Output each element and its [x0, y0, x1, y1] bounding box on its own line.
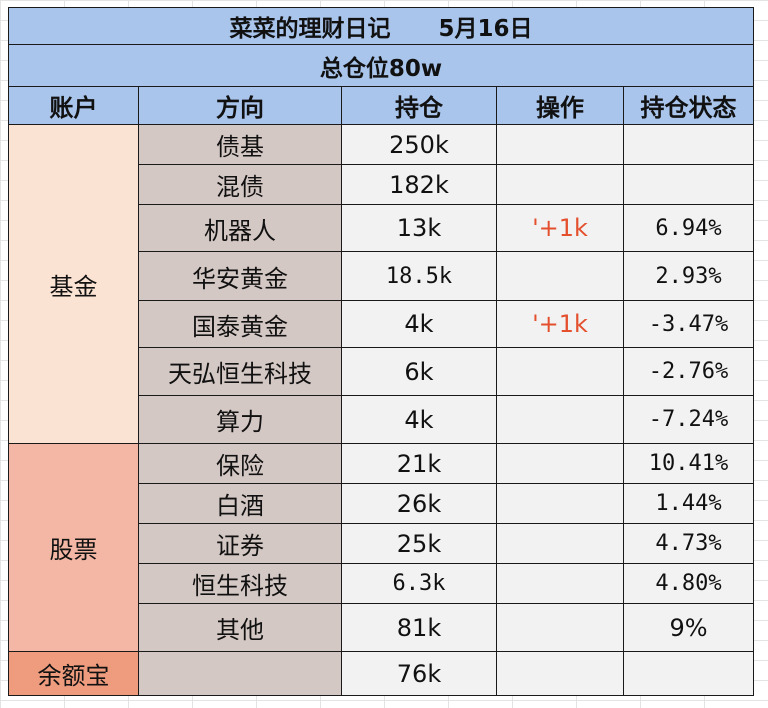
status-cell[interactable]: 6.94%	[622, 204, 755, 252]
holding-cell[interactable]: 21k	[341, 443, 497, 484]
direction-cell[interactable]: 恒生科技	[138, 563, 342, 604]
header-status[interactable]: 持仓状态	[622, 86, 755, 125]
table-row: 股票 保险 21k 10.41%	[8, 443, 755, 652]
direction-cell[interactable]: 机器人	[138, 204, 342, 252]
holding-cell[interactable]: 18.5k	[341, 251, 497, 301]
account-cell-fund[interactable]: 基金	[8, 124, 139, 444]
operation-cell[interactable]	[496, 483, 624, 524]
holding-cell[interactable]: 6.3k	[341, 563, 497, 604]
holding-cell[interactable]: 13k	[341, 204, 497, 252]
status-cell[interactable]: -3.47%	[622, 300, 755, 348]
table-row: 算力 4k -7.24%	[9, 395, 755, 444]
operation-cell[interactable]	[496, 164, 624, 205]
total-position-cell[interactable]: 总仓位80w	[7, 44, 755, 87]
operation-cell[interactable]	[496, 347, 624, 396]
diary-date: 5月16日	[438, 16, 533, 42]
table-row: 恒生科技 6.3k 4.80%	[9, 563, 755, 604]
table-row: 白酒 26k 1.44%	[9, 483, 755, 524]
header-direction[interactable]: 方向	[138, 86, 342, 125]
direction-cell[interactable]: 国泰黄金	[138, 300, 342, 348]
direction-cell[interactable]: 算力	[138, 395, 342, 444]
operation-cell[interactable]: '+1k	[496, 300, 624, 348]
holding-cell[interactable]: 250k	[341, 124, 497, 165]
header-operation[interactable]: 操作	[496, 86, 624, 125]
table-row: 其他 81k 9%	[9, 603, 755, 652]
table-row: 余额宝 76k	[8, 651, 755, 696]
direction-cell[interactable]: 保险	[138, 443, 342, 484]
account-cell-yuebao[interactable]: 余额宝	[8, 651, 139, 696]
direction-cell[interactable]: 混债	[138, 164, 342, 205]
operation-cell[interactable]	[496, 523, 624, 564]
status-cell[interactable]: -7.24%	[622, 395, 755, 444]
operation-cell[interactable]	[496, 651, 624, 696]
direction-cell[interactable]	[138, 651, 342, 696]
direction-cell[interactable]: 白酒	[138, 483, 342, 524]
status-cell[interactable]: -2.76%	[622, 347, 755, 396]
direction-cell[interactable]: 天弘恒生科技	[138, 347, 342, 396]
operation-cell[interactable]	[496, 251, 624, 301]
holding-cell[interactable]: 25k	[341, 523, 497, 564]
operation-cell[interactable]: '+1k	[496, 204, 624, 252]
holding-cell[interactable]: 4k	[341, 300, 497, 348]
direction-cell[interactable]: 债基	[138, 124, 342, 165]
table-row: 天弘恒生科技 6k -2.76%	[9, 347, 755, 396]
title-row: 菜菜的理财日记 5月16日	[7, 7, 755, 45]
status-cell[interactable]	[622, 164, 755, 205]
operation-cell[interactable]	[496, 443, 624, 484]
status-cell[interactable]: 4.80%	[622, 563, 755, 604]
title-cell[interactable]: 菜菜的理财日记 5月16日	[7, 7, 755, 45]
direction-cell[interactable]: 证券	[138, 523, 342, 564]
holding-cell[interactable]: 81k	[341, 603, 497, 652]
table-row: 机器人 13k '+1k 6.94%	[9, 204, 755, 252]
status-cell[interactable]: 9%	[622, 603, 755, 652]
status-cell[interactable]: 10.41%	[622, 443, 755, 484]
table-row: 国泰黄金 4k '+1k -3.47%	[9, 300, 755, 348]
status-cell[interactable]	[622, 651, 755, 696]
table-row: 混债 182k	[9, 164, 755, 205]
operation-cell[interactable]	[496, 563, 624, 604]
direction-cell[interactable]: 华安黄金	[138, 251, 342, 301]
holding-cell[interactable]: 6k	[341, 347, 497, 396]
header-holding[interactable]: 持仓	[341, 86, 497, 125]
holding-cell[interactable]: 26k	[341, 483, 497, 524]
operation-cell[interactable]	[496, 124, 624, 165]
holding-cell[interactable]: 182k	[341, 164, 497, 205]
holding-cell[interactable]: 76k	[341, 651, 497, 696]
finance-diary-table: 菜菜的理财日记 5月16日 总仓位80w 账户 方向 持仓 操作 持仓状态 基金 …	[7, 7, 755, 696]
account-cell-stock[interactable]: 股票	[8, 443, 139, 652]
operation-cell[interactable]	[496, 603, 624, 652]
holding-cell[interactable]: 4k	[341, 395, 497, 444]
direction-cell[interactable]: 其他	[138, 603, 342, 652]
operation-cell[interactable]	[496, 395, 624, 444]
diary-title: 菜菜的理财日记	[229, 16, 391, 42]
status-cell[interactable]: 1.44%	[622, 483, 755, 524]
status-cell[interactable]: 4.73%	[622, 523, 755, 564]
header-account[interactable]: 账户	[8, 86, 139, 125]
subtitle-row: 总仓位80w	[7, 44, 755, 87]
status-cell[interactable]	[622, 124, 755, 165]
status-cell[interactable]: 2.93%	[622, 251, 755, 301]
table-row: 证券 25k 4.73%	[9, 523, 755, 564]
table-row: 基金 债基 250k	[8, 124, 755, 444]
header-row: 账户 方向 持仓 操作 持仓状态	[8, 86, 755, 125]
